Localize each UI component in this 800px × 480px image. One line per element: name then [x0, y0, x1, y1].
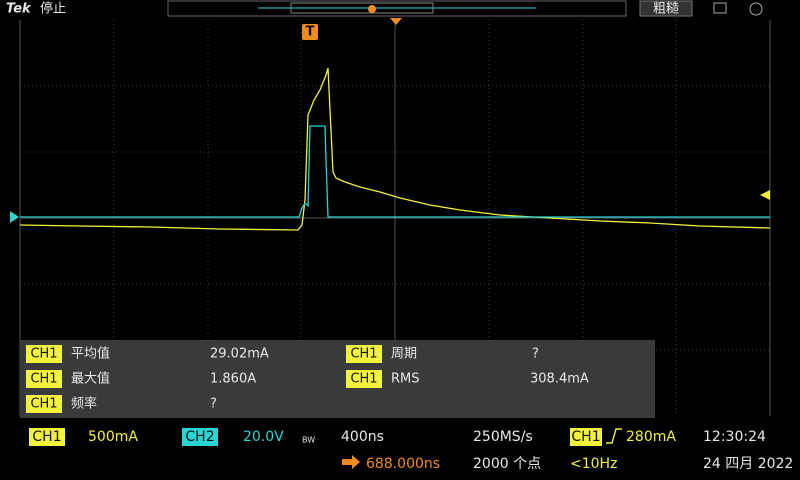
source: CH1: [30, 372, 57, 387]
trigger-level: 280mA: [626, 429, 676, 445]
position-arrow: [342, 455, 360, 469]
clock: 12:30:24: [703, 429, 766, 445]
measure-name: 平均值: [71, 346, 110, 362]
source: CH1: [30, 397, 57, 412]
help-icon[interactable]: [749, 2, 763, 16]
source-badge: [26, 370, 62, 388]
trigger-slope: [606, 428, 622, 444]
measure-value: ?: [210, 397, 217, 412]
timebase: 400ns: [341, 429, 384, 445]
trigger-source-badge[interactable]: [570, 428, 602, 446]
measure-name: 频率: [71, 396, 97, 412]
source: CH1: [350, 347, 377, 362]
source-badge: [26, 395, 62, 413]
date: 24 四月 2022: [703, 456, 793, 472]
ch1-scale: 500mA: [88, 429, 138, 445]
ch2-scale: 20.0V: [243, 429, 284, 445]
brand: Tek: [6, 2, 32, 17]
measure-name: 周期: [391, 347, 417, 362]
record-view: [290, 2, 434, 14]
run-status: 停止: [40, 1, 66, 17]
measure-value: 308.4mA: [530, 372, 589, 387]
measurements: CH1 平均值 29.02mA CH1 最大值 1.860A CH1 频率 ? …: [26, 345, 589, 413]
h-position: 688.000ns: [366, 456, 440, 472]
measure-name: RMS: [391, 372, 420, 387]
sample-rate: 250MS/s: [473, 429, 533, 445]
measure-value: ?: [532, 347, 539, 362]
trigger-badge: [302, 24, 318, 40]
record-bar: [167, 0, 627, 17]
acq-button[interactable]: [639, 0, 693, 17]
trigger-source: CH1: [571, 429, 600, 445]
measure-name: 最大值: [71, 371, 110, 387]
trigger-badge-label: T: [306, 25, 315, 40]
measure-panel: [20, 340, 655, 418]
bandwidth: BW: [302, 436, 315, 445]
source: CH1: [350, 372, 377, 387]
record-trigger: [368, 5, 376, 13]
save-icon[interactable]: [713, 2, 727, 14]
source-badge: [26, 345, 62, 363]
ch2-label: CH2: [185, 429, 214, 445]
measure-value: 29.02mA: [210, 347, 269, 362]
source-badge: [346, 345, 382, 363]
record-length: 2000 个点: [473, 456, 541, 472]
trigger-position: [390, 18, 402, 25]
ch1-label: CH1: [32, 429, 61, 445]
ch2-trace: [20, 125, 770, 218]
source-badge: [346, 370, 382, 388]
ch2-badge[interactable]: [182, 428, 218, 446]
ch1-badge[interactable]: [29, 428, 65, 446]
trigger-frequency: <10Hz: [570, 456, 617, 472]
source: CH1: [30, 347, 57, 362]
status-bar: CH1 500mA CH2 20.0V BW 400ns 250MS/s CH1…: [29, 428, 793, 472]
acq-mode: 粗糙: [653, 2, 679, 17]
trigger-level: [760, 190, 770, 200]
ch2-ground: [10, 211, 19, 223]
measure-value: 1.860A: [210, 372, 256, 387]
